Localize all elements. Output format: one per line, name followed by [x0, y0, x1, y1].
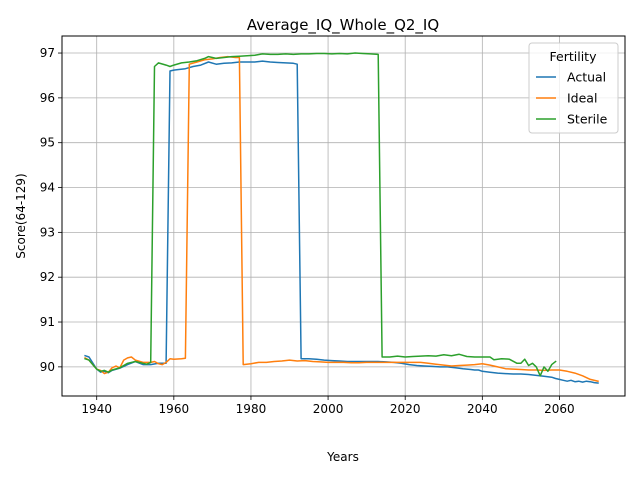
y-tick-label: 90	[40, 360, 55, 374]
y-tick-label: 93	[40, 225, 55, 239]
series-line-sterile	[84, 52, 557, 377]
y-axis-label: Score(64-129)	[14, 173, 28, 258]
legend: Fertility Actual Ideal Sterile	[528, 42, 619, 134]
y-tick-label: 91	[40, 315, 55, 329]
x-tick-label: 2060	[544, 402, 575, 416]
x-tick-label: 2040	[467, 402, 498, 416]
legend-label-actual: Actual	[567, 70, 606, 85]
legend-title: Fertility	[550, 49, 598, 64]
x-tick-label: 1960	[159, 402, 190, 416]
series-layer	[84, 52, 599, 384]
legend-box	[528, 42, 619, 134]
series-line-ideal	[84, 55, 599, 383]
y-tick-label: 94	[40, 181, 55, 195]
x-tick-label: 1940	[81, 402, 112, 416]
plot-area-frame	[61, 35, 626, 397]
x-tick-label: 2000	[313, 402, 344, 416]
y-tick-label: 92	[40, 270, 55, 284]
x-tick-label: 1980	[236, 402, 267, 416]
x-axis-label: Years	[326, 450, 359, 464]
y-tick-label: 95	[40, 136, 55, 150]
y-axis: 90 91 92 93 94 95 96 97	[40, 46, 62, 374]
chart-title: Average_IQ_Whole_Q2_IQ	[247, 16, 439, 35]
y-tick-label: 96	[40, 91, 55, 105]
legend-label-sterile: Sterile	[567, 112, 608, 127]
x-axis: 1940 1960 1980 2000 2020 2040 2060	[81, 396, 575, 416]
legend-label-ideal: Ideal	[567, 91, 597, 106]
x-tick-label: 2020	[390, 402, 421, 416]
y-tick-label: 97	[40, 46, 55, 60]
legend-entries: Actual Ideal Sterile	[536, 70, 608, 127]
